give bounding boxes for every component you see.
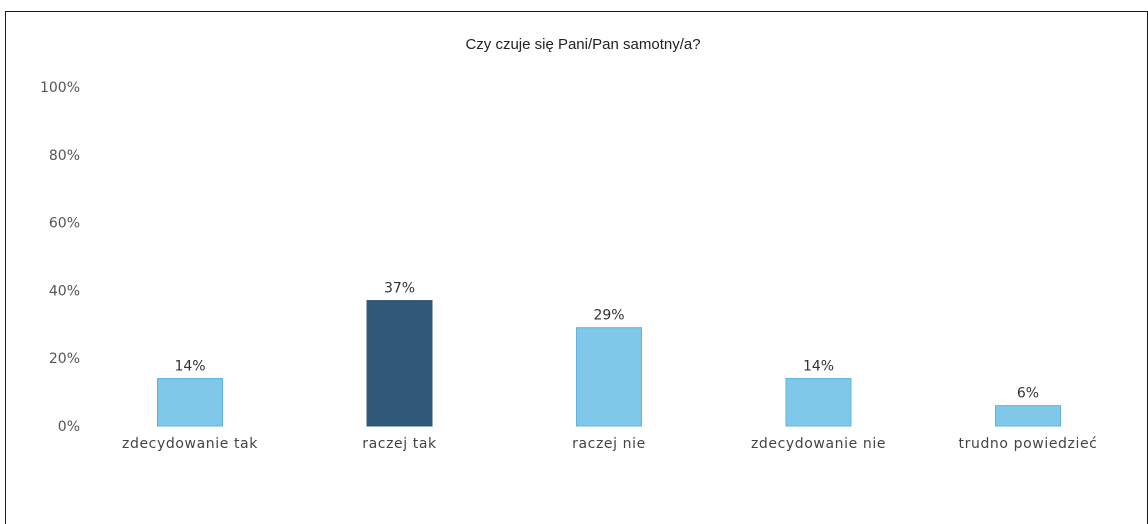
category-label: zdecydowanie tak bbox=[122, 436, 258, 452]
category-label: raczej nie bbox=[572, 436, 646, 452]
y-tick-label: 60% bbox=[49, 216, 80, 232]
bar bbox=[995, 405, 1061, 427]
data-label: 14% bbox=[803, 359, 834, 375]
data-label: 37% bbox=[384, 281, 415, 297]
bars bbox=[157, 300, 1061, 427]
bar bbox=[785, 378, 852, 427]
y-tick-label: 0% bbox=[58, 419, 80, 435]
data-label: 29% bbox=[593, 308, 624, 324]
y-axis-ticks: 0% 20% 40% 60% 80% 100% bbox=[40, 80, 80, 435]
category-label: trudno powiedzieć bbox=[959, 436, 1098, 452]
y-tick-label: 80% bbox=[49, 148, 80, 164]
data-labels: 14% 37% 29% 14% 6% bbox=[174, 281, 1039, 402]
chart-title: Czy czuje się Pani/Pan samotny/a? bbox=[465, 36, 700, 53]
y-tick-label: 40% bbox=[49, 283, 80, 299]
bar bbox=[157, 378, 223, 427]
y-tick-label: 100% bbox=[40, 80, 80, 96]
bar bbox=[366, 300, 433, 427]
data-label: 14% bbox=[174, 359, 205, 375]
category-label: raczej tak bbox=[362, 436, 437, 452]
y-tick-label: 20% bbox=[49, 351, 80, 367]
category-labels: zdecydowanie tak raczej tak raczej nie zdec… bbox=[122, 436, 1097, 452]
category-label: zdecydowanie nie bbox=[751, 436, 886, 452]
data-label: 6% bbox=[1017, 386, 1039, 402]
bar bbox=[576, 327, 642, 427]
